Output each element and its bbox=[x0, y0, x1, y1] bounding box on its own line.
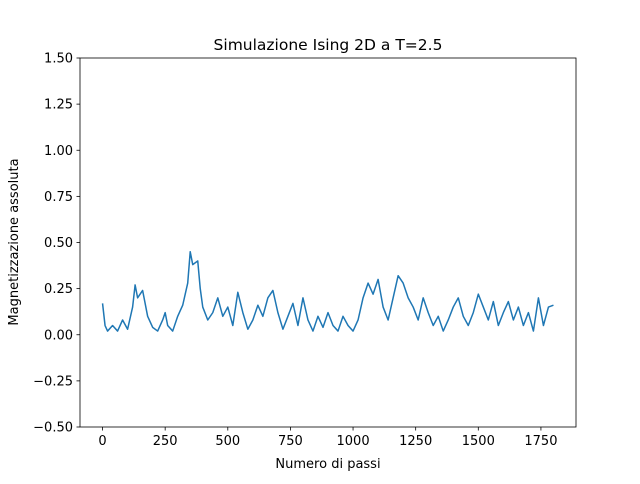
y-tick-label: 1.00 bbox=[44, 144, 73, 159]
x-tick-label: 500 bbox=[215, 434, 240, 449]
x-tick-label: 1750 bbox=[524, 434, 557, 449]
y-tick-label: 0.00 bbox=[44, 328, 73, 343]
y-tick-label: −0.50 bbox=[33, 421, 73, 436]
y-tick-label: 1.50 bbox=[44, 52, 73, 67]
plot-frame bbox=[79, 57, 577, 428]
x-tick-label: 250 bbox=[153, 434, 178, 449]
x-tick-label: 1250 bbox=[399, 434, 432, 449]
x-axis-label: Numero di passi bbox=[275, 457, 380, 472]
x-tick-label: 1000 bbox=[337, 434, 370, 449]
y-tick-label: 0.25 bbox=[44, 282, 73, 297]
y-axis-label: Magnetizzazione assoluta bbox=[7, 158, 22, 325]
y-tick-label: 0.75 bbox=[44, 190, 73, 205]
x-tick-label: 1500 bbox=[462, 434, 495, 449]
x-tick-label: 0 bbox=[98, 434, 106, 449]
y-tick-label: 1.25 bbox=[44, 98, 73, 113]
data-line bbox=[101, 250, 554, 332]
y-tick-label: 0.50 bbox=[44, 236, 73, 251]
x-tick-label: 750 bbox=[278, 434, 303, 449]
chart-title: Simulazione Ising 2D a T=2.5 bbox=[214, 36, 443, 54]
y-tick-label: −0.25 bbox=[33, 374, 73, 389]
